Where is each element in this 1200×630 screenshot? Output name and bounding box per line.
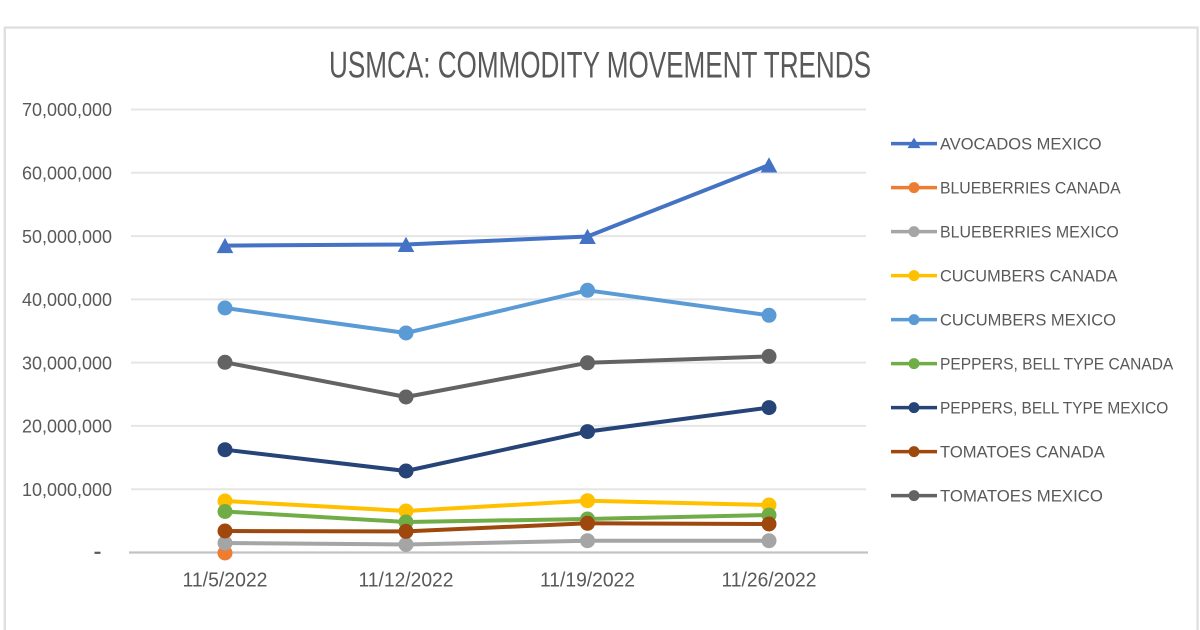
svg-text:USMCA: COMMODITY MOVEMENT TREN: USMCA: COMMODITY MOVEMENT TRENDS <box>329 44 871 86</box>
svg-text:60,000,000: 60,000,000 <box>22 163 112 184</box>
svg-text:40,000,000: 40,000,000 <box>22 289 112 310</box>
svg-text:10,000,000: 10,000,000 <box>22 479 112 500</box>
svg-text:50,000,000: 50,000,000 <box>22 226 112 247</box>
svg-text:BLUEBERRIES CANADA: BLUEBERRIES CANADA <box>940 179 1121 197</box>
svg-text:BLUEBERRIES MEXICO: BLUEBERRIES MEXICO <box>940 223 1119 241</box>
svg-text:11/5/2022: 11/5/2022 <box>183 569 268 592</box>
svg-text:AVOCADOS MEXICO: AVOCADOS MEXICO <box>940 135 1102 153</box>
svg-text:11/26/2022: 11/26/2022 <box>722 569 817 592</box>
svg-text:CUCUMBERS MEXICO: CUCUMBERS MEXICO <box>940 311 1116 329</box>
svg-text:TOMATOES CANADA: TOMATOES CANADA <box>940 443 1105 461</box>
svg-text:PEPPERS, BELL TYPE MEXICO: PEPPERS, BELL TYPE MEXICO <box>940 399 1168 417</box>
svg-text:TOMATOES MEXICO: TOMATOES MEXICO <box>940 487 1103 505</box>
svg-text:CUCUMBERS CANADA: CUCUMBERS CANADA <box>940 267 1118 285</box>
svg-text:30,000,000: 30,000,000 <box>22 352 112 373</box>
svg-text:11/12/2022: 11/12/2022 <box>359 569 454 592</box>
svg-text:70,000,000: 70,000,000 <box>22 99 112 120</box>
svg-text:11/19/2022: 11/19/2022 <box>540 569 635 592</box>
svg-text:20,000,000: 20,000,000 <box>22 416 112 437</box>
svg-text:PEPPERS, BELL TYPE CANADA: PEPPERS, BELL TYPE CANADA <box>940 355 1173 373</box>
